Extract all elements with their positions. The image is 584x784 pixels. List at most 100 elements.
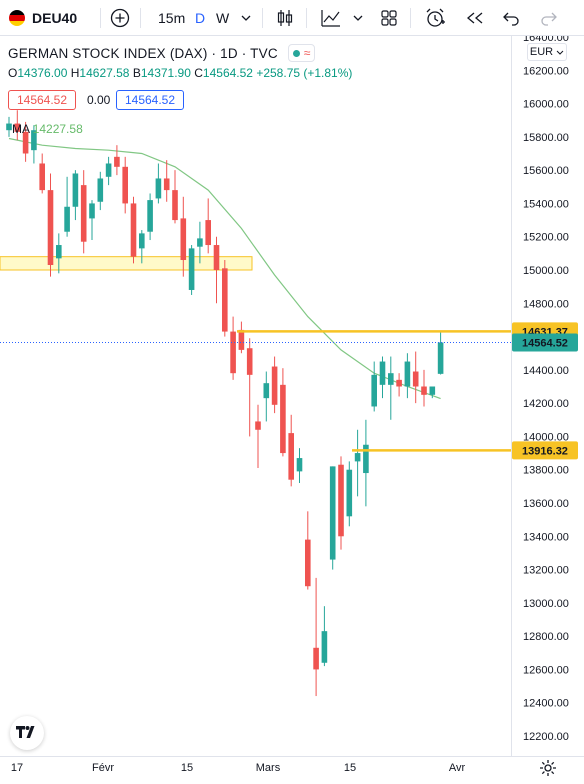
candle: [363, 419, 369, 507]
chevron-down-icon: [556, 50, 564, 55]
y-tick-label: 12800.00: [523, 631, 569, 643]
settings-button[interactable]: [538, 758, 558, 778]
candle-body: [188, 248, 195, 290]
interval-week-label: W: [216, 10, 230, 26]
candle: [22, 121, 29, 162]
candle-body: [180, 218, 187, 261]
candle: [172, 170, 178, 224]
candle: [329, 466, 336, 570]
ma-legend: MA 14227.58: [12, 122, 83, 136]
top-toolbar: DEU40 15m D W: [0, 0, 584, 36]
indicators-icon: [321, 10, 340, 27]
chevron-down-icon: [241, 15, 251, 21]
replay-button[interactable]: [465, 0, 485, 36]
candle: [130, 196, 137, 264]
candle-body: [255, 421, 261, 430]
interval-dropdown[interactable]: [240, 0, 252, 36]
candle: [197, 221, 203, 264]
candle-body: [404, 361, 411, 387]
chart-type-button[interactable]: [276, 0, 294, 36]
undo-button[interactable]: [502, 0, 520, 36]
candle-body: [280, 384, 286, 454]
candle-body: [14, 123, 21, 132]
candle-body: [346, 469, 353, 517]
open-label: O: [8, 66, 18, 80]
tv-logo-icon: [16, 726, 35, 738]
candle: [305, 511, 311, 590]
candle-body: [246, 348, 253, 375]
redo-button[interactable]: [540, 0, 558, 36]
candle: [213, 236, 220, 304]
candle: [147, 193, 153, 241]
indicators-dropdown[interactable]: [352, 0, 364, 36]
add-symbol-button[interactable]: [110, 0, 130, 36]
candle-body: [72, 173, 79, 207]
candle-body: [354, 453, 361, 462]
candle: [72, 170, 79, 221]
x-tick-label: 15: [344, 762, 356, 774]
candle-body: [139, 233, 145, 249]
separator: [410, 8, 411, 28]
chart-area[interactable]: 12200.00 12400.00 12600.00 12800.00 13000.00…: [0, 36, 584, 784]
candle-body: [147, 200, 153, 232]
candle: [437, 331, 444, 375]
sell-price-button[interactable]: 14564.52: [8, 90, 76, 110]
interval-day[interactable]: D: [195, 0, 205, 36]
x-tick-label: 15: [181, 762, 193, 774]
candle-body: [172, 190, 178, 221]
candle: [139, 230, 145, 264]
candle-body: [296, 458, 303, 472]
high-label: H: [70, 66, 80, 80]
y-tick-label: 13600.00: [523, 498, 569, 510]
candle-body: [97, 178, 104, 202]
candle: [180, 196, 187, 277]
low-value: 14371.90: [140, 66, 191, 80]
low-label: B: [132, 66, 141, 80]
candle: [321, 606, 328, 667]
symbol-search[interactable]: DEU40: [8, 0, 77, 36]
layouts-button[interactable]: [380, 0, 398, 36]
x-tick-label: Févr: [92, 762, 114, 774]
candle: [163, 160, 170, 202]
candle: [313, 577, 319, 697]
chevron-down-icon: [353, 15, 363, 21]
candle-body: [130, 203, 137, 257]
candle-body: [155, 178, 162, 199]
candle-body: [363, 444, 369, 474]
candle: [421, 369, 427, 407]
y-tick-label: 15400.00: [523, 198, 569, 210]
interval-15m[interactable]: 15m: [158, 0, 185, 36]
y-tick-label: 12200.00: [523, 731, 569, 743]
plus-circle-icon: [110, 8, 130, 28]
interval-week[interactable]: W: [216, 0, 229, 36]
currency-selector[interactable]: EUR: [527, 43, 567, 61]
indicators-button[interactable]: [320, 0, 342, 36]
candle-body: [396, 379, 402, 387]
price-chart[interactable]: 12200.00 12400.00 12600.00 12800.00 13000.00…: [0, 36, 584, 784]
tradingview-logo[interactable]: [10, 716, 44, 750]
candle-body: [205, 220, 211, 246]
candle: [296, 448, 303, 484]
candle-body: [329, 466, 336, 560]
candle-body: [163, 178, 170, 191]
candle-body: [288, 433, 294, 480]
candle-body: [122, 166, 128, 204]
currency-label: EUR: [529, 46, 554, 58]
ma-label: MA: [12, 122, 30, 136]
candle-body: [80, 185, 87, 242]
y-tick-label: 15600.00: [523, 165, 569, 177]
buy-price-button[interactable]: 14564.52: [116, 90, 184, 110]
candle: [396, 373, 402, 397]
y-tick-label: 15000.00: [523, 265, 569, 277]
candle: [222, 260, 228, 337]
candle: [205, 198, 211, 254]
market-status[interactable]: ≈: [287, 44, 316, 62]
germany-flag-icon: [9, 10, 25, 26]
candle: [371, 361, 377, 412]
alert-button[interactable]: [424, 0, 446, 36]
candle: [105, 156, 112, 186]
candle-body: [47, 190, 54, 266]
candle: [238, 321, 245, 354]
candle-body: [22, 131, 29, 154]
high-value: 14627.58: [79, 66, 130, 80]
